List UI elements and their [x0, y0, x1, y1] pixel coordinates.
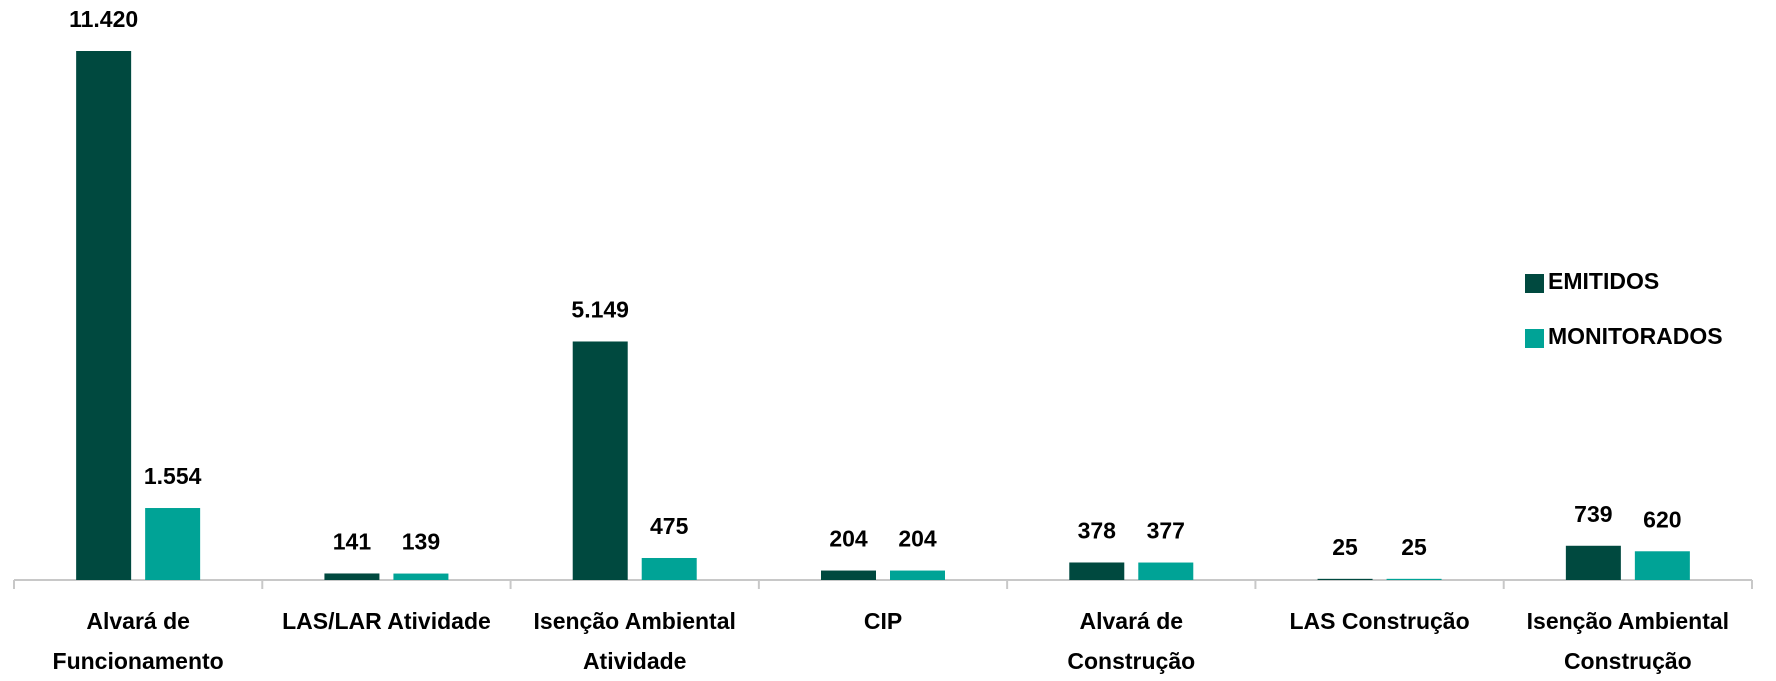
- data-label: 475: [650, 513, 689, 539]
- bar: [1565, 545, 1621, 580]
- legend-label: EMITIDOS: [1548, 268, 1659, 294]
- bar: [393, 573, 449, 580]
- legend-swatch: [1525, 274, 1544, 293]
- data-label: 620: [1643, 506, 1681, 532]
- data-label: 139: [402, 529, 440, 555]
- data-label: 25: [1401, 534, 1427, 560]
- bar: [324, 573, 380, 580]
- data-label: 378: [1078, 518, 1117, 544]
- legend-swatch: [1525, 329, 1544, 348]
- x-tick-label: Isenção Ambiental Atividade: [533, 608, 736, 674]
- data-label: 5.149: [571, 297, 629, 323]
- bar: [572, 341, 628, 580]
- bar: [1634, 551, 1690, 580]
- bar: [145, 508, 201, 580]
- bar: [890, 570, 945, 580]
- bar: [1386, 578, 1442, 580]
- legend-label: MONITORADOS: [1548, 323, 1723, 349]
- x-tick-label: Alvará de Funcionamento: [52, 608, 224, 674]
- bar: [1317, 578, 1373, 580]
- data-label: 11.420: [69, 6, 138, 32]
- bar: [821, 570, 876, 580]
- data-label: 204: [829, 526, 868, 552]
- bar: [1069, 562, 1125, 580]
- x-tick-label: LAS/LAR Atividade: [282, 608, 491, 634]
- bar: [76, 51, 132, 580]
- data-label: 25: [1332, 534, 1358, 560]
- x-tick-label: LAS Construção: [1289, 608, 1470, 634]
- x-tick-label: Alvará de Construção: [1067, 608, 1196, 674]
- data-label: 739: [1574, 501, 1612, 527]
- data-label: 377: [1147, 518, 1185, 544]
- data-label: 141: [333, 529, 372, 555]
- data-label: 1.554: [144, 463, 202, 489]
- bar: [641, 557, 697, 580]
- data-label: 204: [898, 526, 937, 552]
- x-tick-label: CIP: [863, 608, 903, 634]
- x-tick-label: Isenção Ambiental Construção: [1526, 608, 1730, 674]
- bar: [1138, 562, 1194, 580]
